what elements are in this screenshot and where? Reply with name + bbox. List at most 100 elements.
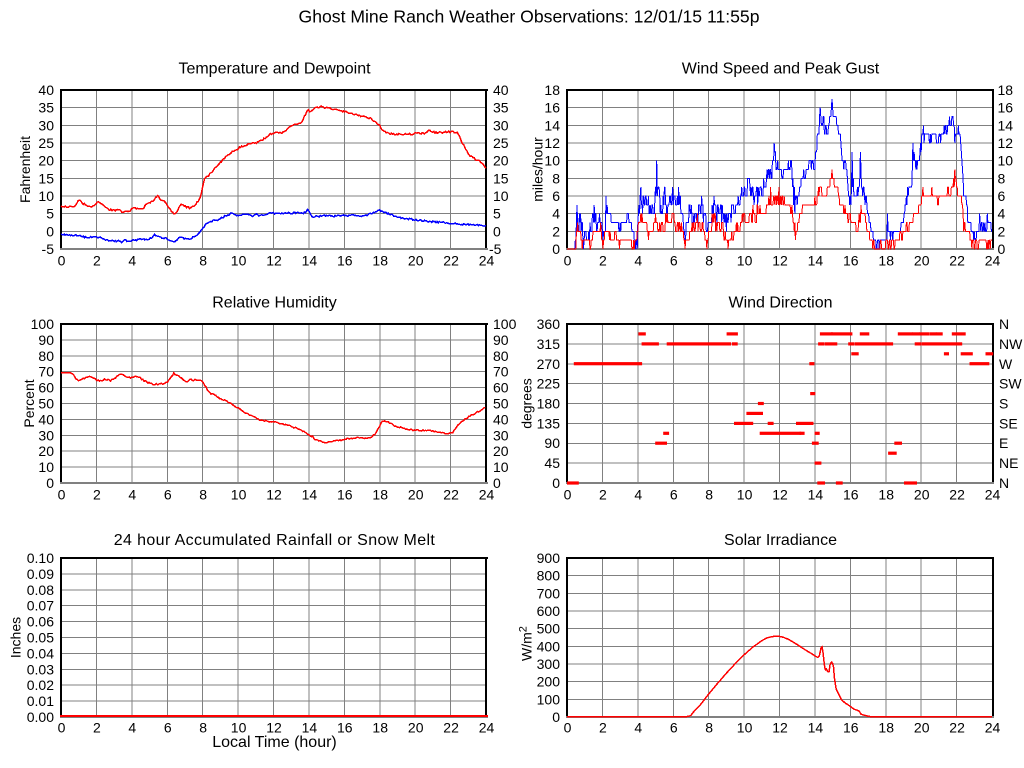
- svg-text:10: 10: [737, 487, 753, 503]
- svg-text:10: 10: [38, 459, 54, 475]
- svg-text:25: 25: [38, 135, 54, 151]
- svg-text:18: 18: [878, 253, 894, 269]
- svg-text:18: 18: [372, 253, 388, 269]
- svg-text:W: W: [999, 356, 1013, 372]
- svg-text:10: 10: [231, 720, 247, 736]
- svg-text:20: 20: [493, 153, 509, 169]
- svg-text:4: 4: [552, 206, 560, 222]
- svg-text:Relative Humidity: Relative Humidity: [212, 295, 336, 312]
- svg-text:NW: NW: [999, 336, 1023, 352]
- svg-text:2: 2: [93, 253, 101, 269]
- svg-text:4: 4: [634, 720, 642, 736]
- svg-text:Temperature and Dewpoint: Temperature and Dewpoint: [178, 61, 371, 78]
- svg-text:2: 2: [998, 223, 1006, 239]
- svg-text:S: S: [999, 396, 1008, 412]
- svg-text:NE: NE: [999, 455, 1018, 471]
- svg-text:2: 2: [599, 487, 607, 503]
- svg-text:18: 18: [372, 720, 388, 736]
- svg-text:50: 50: [493, 396, 509, 412]
- svg-text:900: 900: [537, 550, 561, 566]
- svg-text:0: 0: [58, 720, 66, 736]
- svg-text:0.09: 0.09: [27, 566, 54, 582]
- svg-text:0: 0: [564, 720, 572, 736]
- svg-text:W/m2: W/m2: [518, 626, 535, 661]
- svg-text:22: 22: [949, 720, 965, 736]
- svg-text:22: 22: [949, 253, 965, 269]
- svg-text:4: 4: [998, 206, 1006, 222]
- svg-text:16: 16: [544, 100, 560, 116]
- svg-text:12: 12: [772, 487, 788, 503]
- svg-text:100: 100: [493, 316, 517, 332]
- svg-text:270: 270: [537, 356, 561, 372]
- svg-text:100: 100: [31, 316, 55, 332]
- svg-text:40: 40: [38, 82, 54, 98]
- svg-text:18: 18: [878, 487, 894, 503]
- svg-text:0: 0: [58, 253, 66, 269]
- svg-text:90: 90: [493, 332, 509, 348]
- svg-text:22: 22: [949, 487, 965, 503]
- svg-text:SE: SE: [999, 415, 1018, 431]
- svg-text:16: 16: [337, 253, 353, 269]
- svg-text:12: 12: [772, 253, 788, 269]
- svg-text:24: 24: [985, 720, 1001, 736]
- svg-text:0.00: 0.00: [27, 709, 54, 725]
- svg-text:80: 80: [493, 348, 509, 364]
- svg-text:0.02: 0.02: [27, 677, 54, 693]
- svg-text:8: 8: [199, 253, 207, 269]
- svg-text:Ghost Mine Ranch Weather Obser: Ghost Mine Ranch Weather Observations: 1…: [299, 7, 760, 27]
- svg-text:6: 6: [552, 188, 560, 204]
- svg-text:18: 18: [372, 487, 388, 503]
- svg-text:8: 8: [705, 720, 713, 736]
- svg-text:Wind Speed and Peak Gust: Wind Speed and Peak Gust: [682, 61, 880, 78]
- svg-text:Percent: Percent: [21, 379, 37, 427]
- svg-text:20: 20: [38, 443, 54, 459]
- svg-text:10: 10: [493, 188, 509, 204]
- svg-text:2: 2: [599, 253, 607, 269]
- svg-text:60: 60: [38, 380, 54, 396]
- svg-text:0: 0: [552, 709, 560, 725]
- svg-text:0: 0: [493, 223, 501, 239]
- svg-text:10: 10: [231, 487, 247, 503]
- svg-text:15: 15: [493, 170, 509, 186]
- svg-text:N: N: [999, 475, 1009, 491]
- svg-text:30: 30: [493, 427, 509, 443]
- svg-text:50: 50: [38, 396, 54, 412]
- svg-text:45: 45: [544, 455, 560, 471]
- svg-text:10: 10: [737, 253, 753, 269]
- svg-text:600: 600: [537, 603, 561, 619]
- svg-text:16: 16: [843, 487, 859, 503]
- svg-text:miles/hour: miles/hour: [530, 137, 546, 202]
- svg-text:300: 300: [537, 656, 561, 672]
- svg-text:6: 6: [164, 487, 172, 503]
- svg-text:20: 20: [38, 153, 54, 169]
- svg-text:400: 400: [537, 638, 561, 654]
- svg-text:500: 500: [537, 621, 561, 637]
- svg-text:6: 6: [164, 720, 172, 736]
- svg-text:8: 8: [998, 170, 1006, 186]
- svg-text:6: 6: [670, 720, 678, 736]
- svg-text:35: 35: [493, 100, 509, 116]
- svg-text:Wind Direction: Wind Direction: [728, 295, 832, 312]
- svg-text:70: 70: [38, 364, 54, 380]
- svg-text:360: 360: [537, 316, 561, 332]
- svg-text:6: 6: [164, 253, 172, 269]
- svg-text:70: 70: [493, 364, 509, 380]
- svg-text:24: 24: [479, 487, 495, 503]
- svg-text:0: 0: [58, 487, 66, 503]
- svg-text:25: 25: [493, 135, 509, 151]
- svg-text:22: 22: [443, 253, 459, 269]
- svg-text:14: 14: [302, 487, 318, 503]
- svg-text:E: E: [999, 435, 1008, 451]
- svg-text:0.06: 0.06: [27, 614, 54, 630]
- svg-text:20: 20: [914, 720, 930, 736]
- svg-text:225: 225: [537, 376, 561, 392]
- svg-text:0.03: 0.03: [27, 661, 54, 677]
- svg-text:10: 10: [38, 188, 54, 204]
- svg-text:8: 8: [705, 487, 713, 503]
- svg-text:18: 18: [544, 82, 560, 98]
- svg-text:12: 12: [772, 720, 788, 736]
- svg-text:18: 18: [998, 82, 1014, 98]
- svg-text:20: 20: [408, 487, 424, 503]
- svg-text:0.08: 0.08: [27, 582, 54, 598]
- svg-text:0: 0: [564, 487, 572, 503]
